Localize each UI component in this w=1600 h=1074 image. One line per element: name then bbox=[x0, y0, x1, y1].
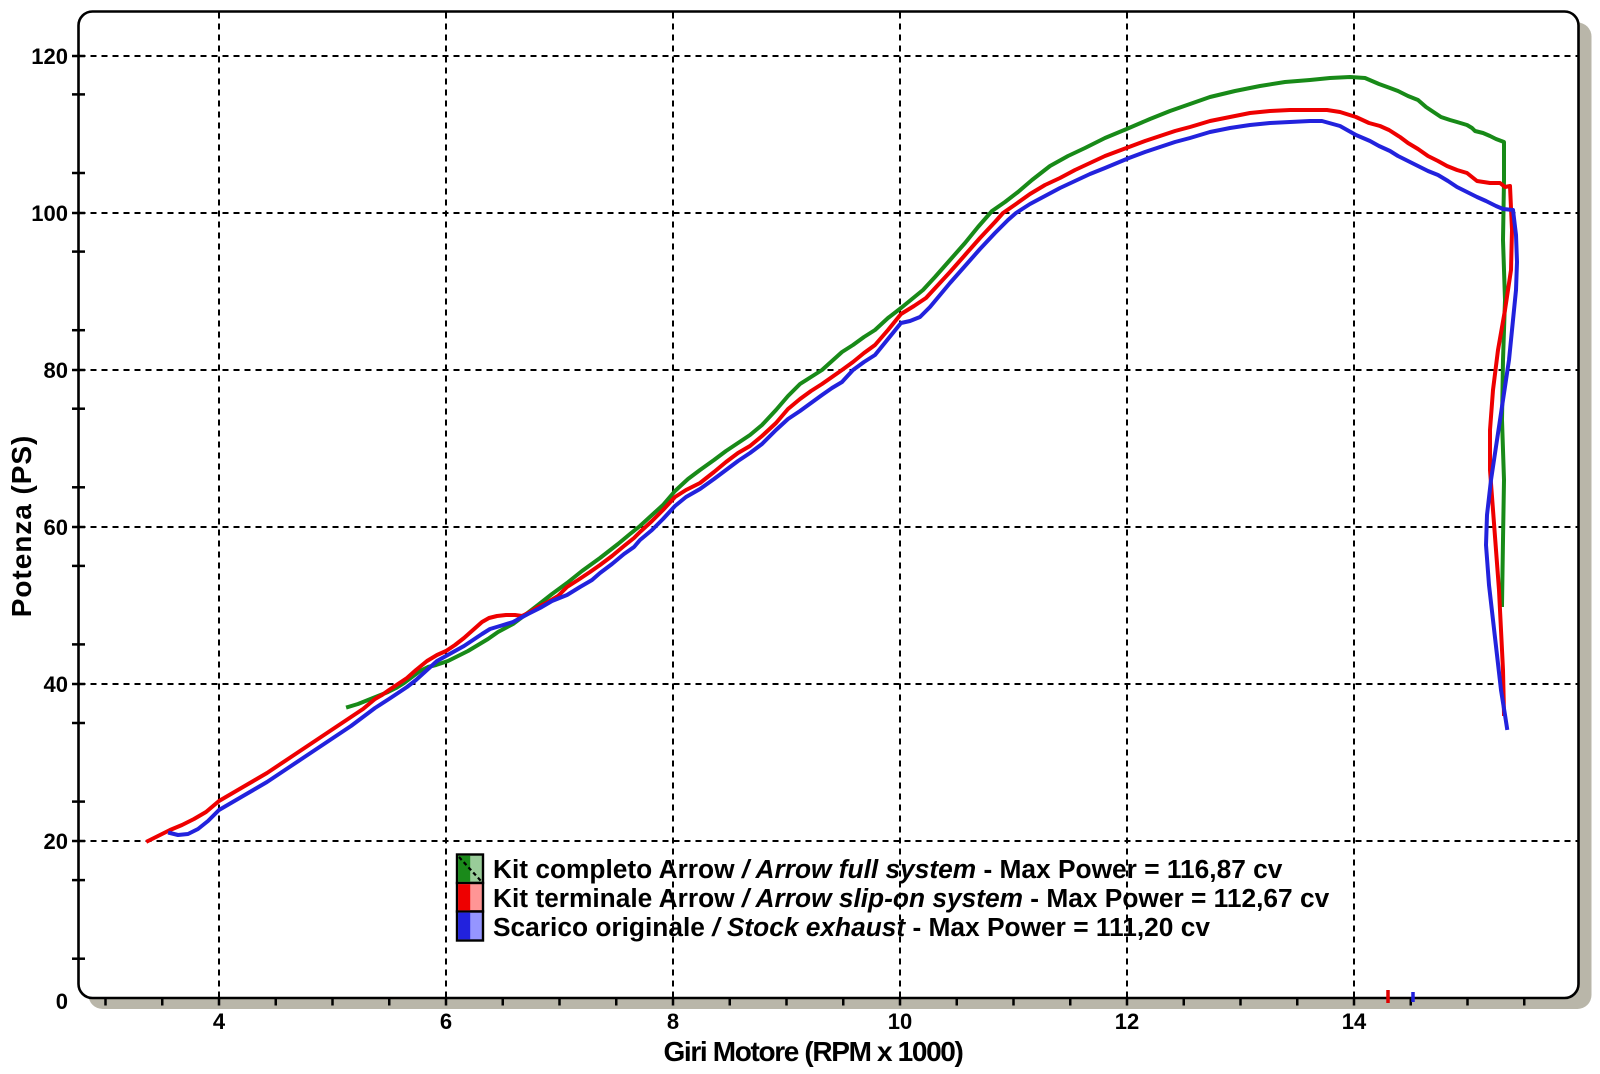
svg-text:60: 60 bbox=[44, 515, 68, 540]
svg-text:120: 120 bbox=[31, 44, 68, 69]
svg-text:6: 6 bbox=[440, 1009, 452, 1034]
svg-text:Kit terminale Arrow / Arrow sl: Kit terminale Arrow / Arrow slip-on syst… bbox=[493, 883, 1330, 913]
svg-text:12: 12 bbox=[1115, 1009, 1139, 1034]
svg-text:80: 80 bbox=[44, 358, 68, 383]
svg-text:4: 4 bbox=[213, 1009, 226, 1034]
svg-text:0: 0 bbox=[56, 989, 68, 1014]
svg-text:14: 14 bbox=[1342, 1009, 1367, 1034]
svg-text:Kit completo Arrow / Arrow ful: Kit completo Arrow / Arrow full system -… bbox=[493, 854, 1283, 884]
svg-text:100: 100 bbox=[31, 201, 68, 226]
svg-text:10: 10 bbox=[888, 1009, 912, 1034]
svg-text:Scarico originale / Stock exha: Scarico originale / Stock exhaust - Max … bbox=[493, 912, 1210, 942]
svg-text:Giri Motore (RPM x 1000): Giri Motore (RPM x 1000) bbox=[663, 1036, 962, 1067]
svg-text:8: 8 bbox=[667, 1009, 679, 1034]
svg-text:Potenza (PS): Potenza (PS) bbox=[6, 435, 37, 618]
svg-text:40: 40 bbox=[44, 672, 68, 697]
svg-text:20: 20 bbox=[44, 829, 68, 854]
